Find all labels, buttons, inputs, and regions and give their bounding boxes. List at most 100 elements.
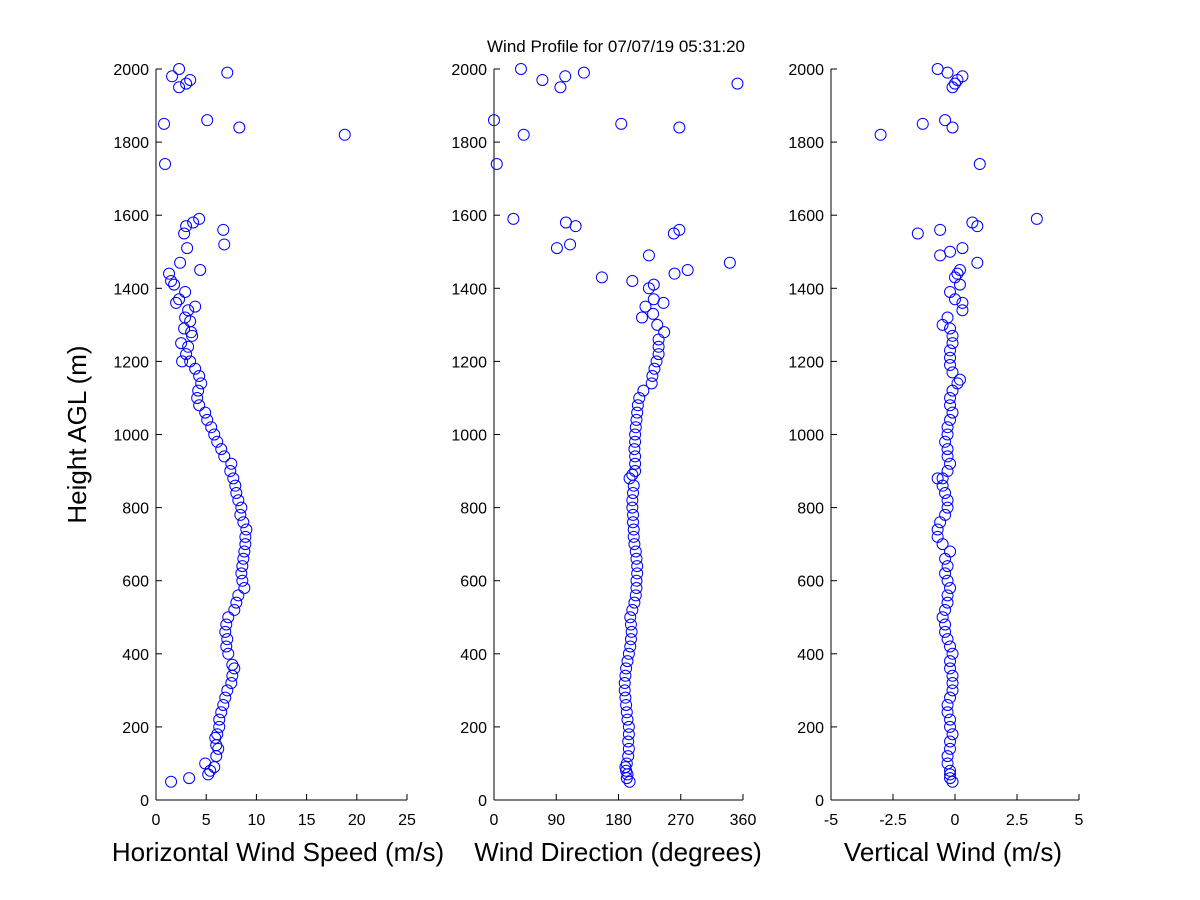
x-tick-label: -5 [824,812,838,829]
y-axis-label: Height AGL (m) [62,345,92,523]
data-point [627,523,640,536]
data-point [507,212,520,225]
data-point [944,359,957,372]
data-point [229,479,242,492]
data-point [165,775,178,788]
data-point [173,81,186,94]
data-point [199,406,212,419]
data-point [215,706,228,719]
data-point [211,435,224,448]
data-point [944,655,957,668]
data-point [936,538,949,551]
data-point [559,70,572,83]
data-point [238,582,251,595]
data-point [934,223,947,236]
data-point [941,421,954,434]
points [158,63,351,788]
data-point [931,523,944,536]
data-point [488,114,500,127]
data-point [650,355,663,368]
data-point [971,220,984,233]
data-point [946,384,959,397]
data-point [210,750,223,763]
y-tick-label: 200 [122,720,149,737]
data-point [564,238,577,251]
y-tick-label: 1000 [451,428,487,445]
data-point [636,311,649,324]
data-point [618,684,631,697]
data-point [723,256,736,269]
data-point [731,77,744,90]
data-point [238,545,251,558]
data-point [629,545,642,558]
data-point [939,567,952,580]
data-point [627,516,640,529]
data-point [626,501,639,514]
data-point [221,66,234,79]
data-point [225,457,238,470]
data-point [936,472,949,485]
data-point [944,764,957,777]
data-point [168,278,181,291]
data-point [916,117,929,130]
data-point [237,516,250,529]
data-point [949,271,961,284]
data-point [936,611,949,624]
data-point [195,377,208,390]
ticks: -5 -2.5 0 2.5 5 0 200 400 600 800 1000 1200 1400 1600… [788,62,1083,829]
y-tick-label: 1600 [788,208,824,225]
data-point [944,742,957,755]
data-point [629,421,642,434]
data-point [946,677,959,690]
data-point [941,560,954,573]
ticks: 0 90 180 270 360 0 200 400 600 800 1000 1200 1400 160… [451,62,756,829]
data-point [941,501,954,514]
y-tick-label: 800 [122,501,149,518]
data-point [199,757,212,770]
data-point [236,560,249,573]
data-point [941,757,954,770]
data-point [944,399,957,412]
data-point [619,691,632,704]
data-point [173,63,186,75]
panel-horizontal-wind-speed: 0 5 10 15 20 25 0 200 400 600 800 1000 1200 1400 1600 1… [62,62,444,867]
x-tick-label: 0 [490,812,499,829]
data-point [951,267,964,280]
y-tick-label: 800 [460,501,487,518]
x-tick-label: 360 [730,812,757,829]
data-point [673,223,686,236]
data-point [213,713,226,726]
data-point [181,242,194,255]
x-tick-label: 0 [152,812,161,829]
data-point [939,603,952,616]
data-point [642,282,655,295]
y-tick-label: 1200 [451,354,487,371]
data-point [944,457,957,470]
data-point [221,633,234,646]
data-point [652,340,665,353]
data-point [624,618,637,631]
data-point [874,128,887,141]
x-axis-label: Wind Direction (degrees) [474,837,762,867]
data-point [939,114,952,127]
data-point [939,508,952,521]
data-point [630,413,643,426]
data-point [971,256,984,269]
data-point [159,158,172,171]
data-point [180,77,193,90]
data-point [221,684,234,697]
data-point [944,735,957,748]
y-tick-label: 1600 [113,208,149,225]
data-point [941,706,954,719]
data-point [941,750,954,763]
data-point [658,326,671,339]
data-point [213,720,226,733]
data-point [931,63,944,75]
data-point [941,428,954,441]
y-tick-label: 800 [797,501,824,518]
data-point [946,647,959,660]
data-point [941,633,954,646]
data-point [193,399,206,412]
data-point [627,508,640,521]
data-point [218,450,231,463]
